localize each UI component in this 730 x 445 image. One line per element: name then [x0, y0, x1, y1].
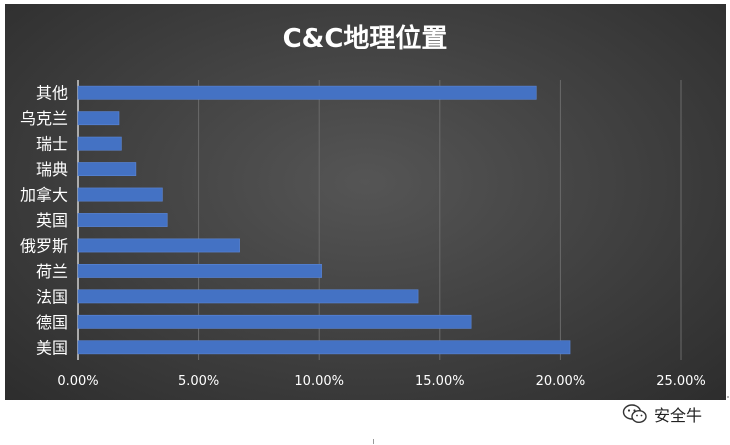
x-tick-label: 5.00% [178, 374, 219, 389]
chart-title: C&C地理位置 [283, 23, 448, 54]
x-tick-label: 25.00% [656, 374, 706, 389]
x-tick-label: 0.00% [57, 374, 98, 389]
category-label: 瑞典 [36, 160, 68, 179]
bar [77, 340, 571, 355]
x-tick-label: 20.00% [536, 374, 586, 389]
bar [77, 136, 122, 151]
category-label: 俄罗斯 [20, 236, 68, 255]
category-label: 乌克兰 [20, 109, 68, 128]
bar [77, 111, 120, 126]
bar-chart: C&C地理位置 美国 德国 法国 荷兰 俄罗斯 英国 加拿大 瑞典 瑞士 乌克兰 其他 0.00% 5… [20, 23, 706, 389]
bar [77, 314, 472, 329]
bar [77, 289, 419, 304]
category-label: 法国 [36, 287, 68, 306]
category-label: 英国 [36, 211, 68, 230]
bar [77, 187, 163, 202]
watermark-text: 安全牛 [654, 406, 703, 425]
category-labels: 美国 德国 法国 荷兰 俄罗斯 英国 加拿大 瑞典 瑞士 乌克兰 其他 [20, 84, 68, 358]
category-label: 德国 [36, 313, 68, 332]
category-label: 瑞士 [36, 135, 68, 154]
bar [77, 238, 240, 253]
stray-dot [727, 396, 729, 398]
bars [77, 85, 571, 355]
category-label: 加拿大 [20, 186, 68, 205]
bar [77, 162, 137, 177]
x-tick-label: 10.00% [294, 374, 344, 389]
wechat-icon [622, 404, 647, 424]
bar [77, 213, 168, 227]
bar [77, 263, 322, 278]
x-tick-labels: 0.00% 5.00% 10.00% 15.00% 20.00% 25.00% [57, 374, 705, 389]
stray-mark [373, 439, 374, 444]
bar [77, 85, 537, 100]
category-label: 美国 [36, 338, 68, 357]
category-label: 其他 [36, 84, 68, 103]
watermark: 安全牛 [622, 402, 702, 426]
chart-panel: C&C地理位置 美国 德国 法国 荷兰 俄罗斯 英国 加拿大 瑞典 瑞士 乌克兰 其他 0.00% 5… [5, 4, 726, 400]
x-tick-label: 15.00% [415, 374, 465, 389]
category-label: 荷兰 [36, 262, 68, 281]
